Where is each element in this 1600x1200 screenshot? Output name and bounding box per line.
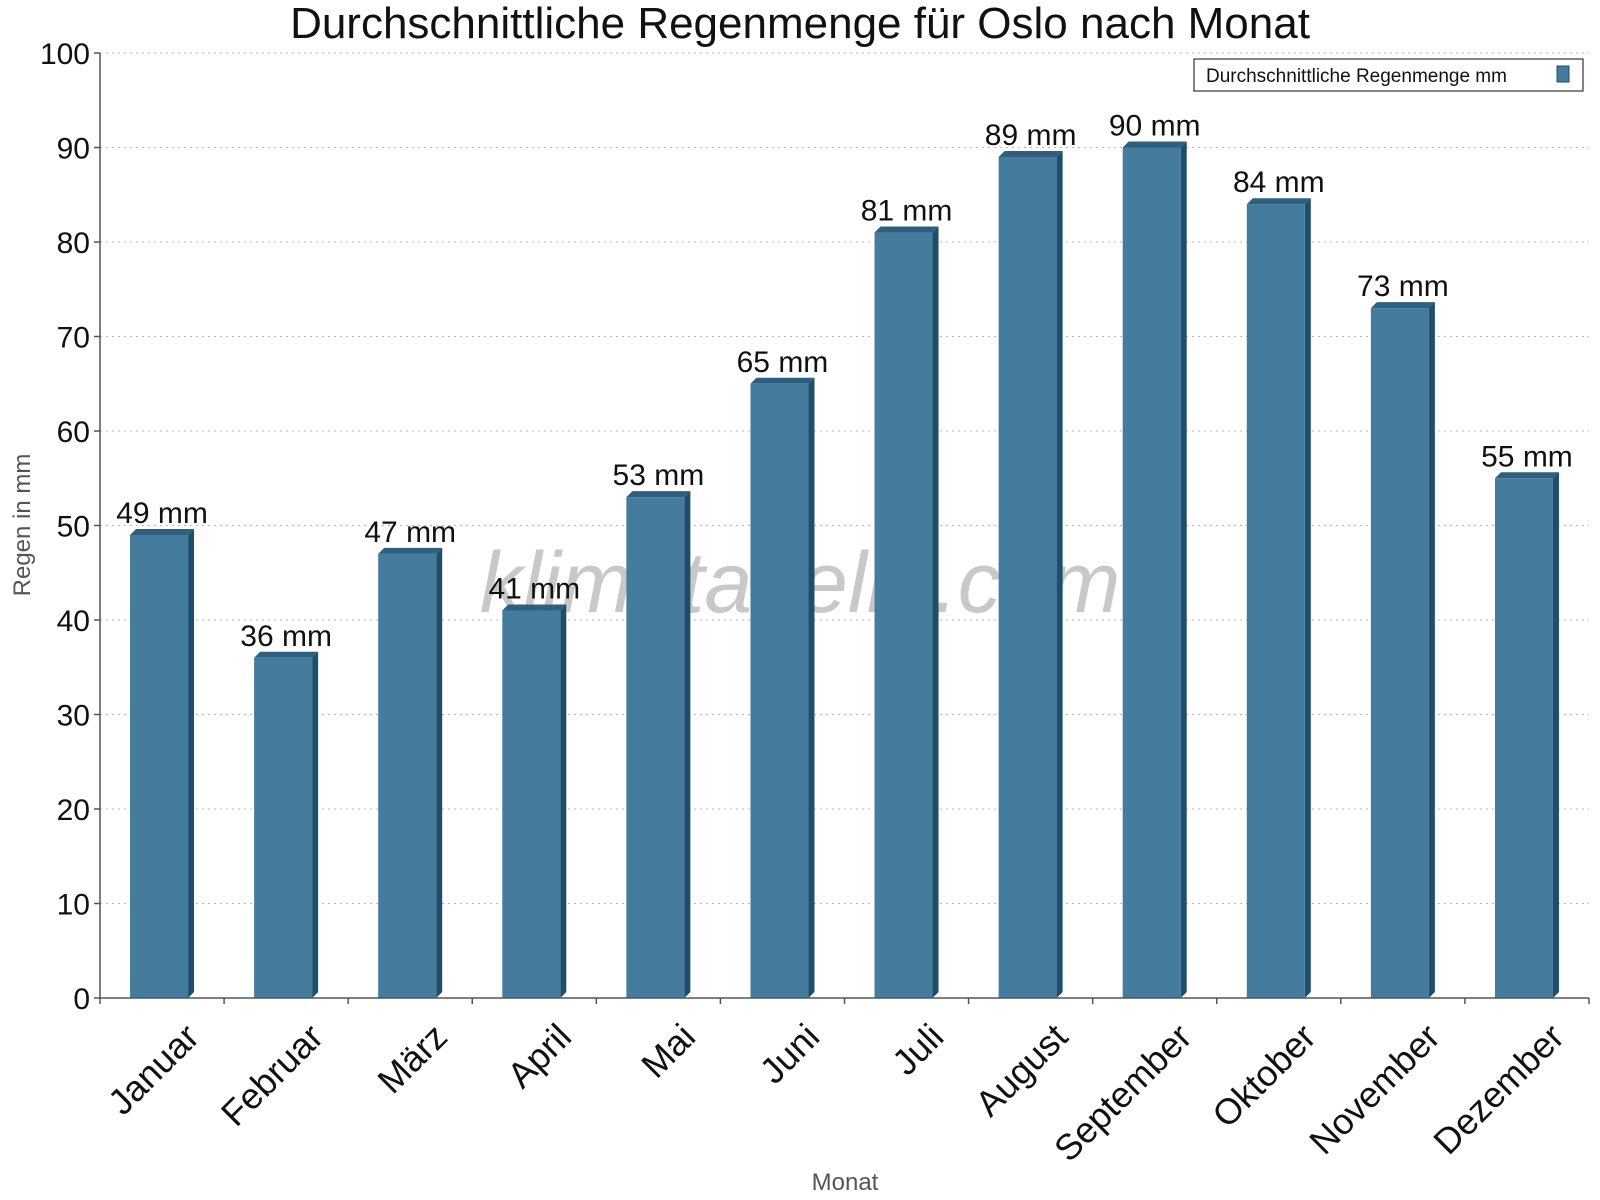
y-tick-label: 70: [57, 322, 90, 355]
data-label: 47 mm: [364, 516, 456, 549]
grid-lines: [100, 52, 1589, 904]
x-tick-label: Januar: [100, 1016, 207, 1123]
bar-Dezember: [1494, 472, 1559, 998]
bar-top: [998, 150, 1063, 157]
data-labels: 49 mm 36 mm 47 mm 41 mm 53 mm 65 mm 81 mm 89 mm…: [116, 110, 1573, 653]
bar-Mai: [626, 491, 691, 998]
bar-face: [378, 553, 437, 998]
chart-title: Durchschnittliche Regenmenge für Oslo na…: [290, 0, 1310, 48]
bar-face: [1246, 204, 1305, 998]
legend: Durchschnittliche Regenmenge mm: [1193, 58, 1584, 92]
bar-face: [254, 657, 313, 998]
bar-side: [560, 604, 567, 998]
y-tick-label: 30: [57, 700, 90, 733]
y-tick-label: 10: [57, 889, 90, 922]
bar-Juli: [874, 226, 939, 999]
bar-top: [378, 547, 443, 554]
bar-face: [1494, 478, 1553, 998]
bar-top: [502, 604, 567, 611]
bar-face: [1122, 147, 1181, 998]
x-tick-label: November: [1301, 1016, 1447, 1162]
bar-face: [1370, 308, 1429, 998]
bar-side: [1428, 302, 1435, 998]
bar-März: [378, 547, 443, 998]
bar-September: [1122, 141, 1187, 998]
bar-side: [808, 377, 815, 998]
bar-side: [1056, 150, 1063, 998]
y-tick-label: 100: [40, 38, 90, 71]
data-label: 55 mm: [1481, 440, 1573, 473]
x-tick-label: Dezember: [1425, 1016, 1571, 1162]
x-tick-label: Februar: [213, 1016, 331, 1134]
data-label: 36 mm: [240, 620, 332, 653]
y-tick-label: 90: [57, 133, 90, 166]
x-axis-title: Monat: [812, 1169, 879, 1196]
y-tick-label: 0: [73, 983, 90, 1016]
legend-box: [1193, 58, 1584, 92]
legend-label: Durchschnittliche Regenmenge mm: [1206, 66, 1507, 87]
y-axis-title: Regen in mm: [9, 454, 36, 597]
bar-Februar: [254, 651, 319, 998]
y-tick-label: 20: [57, 794, 90, 827]
bars: [130, 141, 1559, 999]
y-tick-label: 50: [57, 511, 90, 544]
y-tick-label: 40: [57, 605, 90, 638]
data-label: 90 mm: [1109, 110, 1201, 143]
bar-April: [502, 604, 567, 998]
bar-side: [436, 547, 443, 998]
data-label: 73 mm: [1357, 270, 1449, 303]
bar-side: [188, 528, 195, 998]
bar-top: [750, 377, 815, 384]
bar-side: [684, 491, 691, 998]
bar-side: [312, 651, 319, 998]
bar-Januar: [130, 528, 195, 998]
data-label: 53 mm: [613, 459, 705, 492]
y-tick-label: 80: [57, 227, 90, 260]
legend-swatch: [1556, 65, 1570, 83]
data-label: 81 mm: [861, 195, 953, 228]
bar-top: [254, 651, 319, 658]
bar-November: [1370, 302, 1435, 998]
bar-Juni: [750, 377, 815, 998]
x-tick-label: März: [369, 1016, 455, 1102]
bar-August: [998, 150, 1063, 998]
x-tick-label: April: [499, 1016, 579, 1096]
bar-Oktober: [1246, 198, 1311, 998]
x-tick-label: Mai: [633, 1016, 703, 1086]
bar-face: [626, 497, 685, 998]
x-tick-label: Juni: [752, 1016, 828, 1092]
x-tick-label: Oktober: [1204, 1016, 1324, 1136]
bar-top: [1370, 302, 1435, 309]
bar-face: [130, 534, 189, 998]
bar-face: [502, 610, 561, 998]
bar-side: [1304, 198, 1311, 998]
bar-face: [998, 156, 1057, 998]
data-label: 84 mm: [1233, 166, 1325, 199]
bar-side: [1552, 472, 1559, 998]
data-label: 89 mm: [985, 119, 1077, 152]
bar-top: [626, 491, 691, 498]
bar-top: [1122, 141, 1187, 148]
bar-face: [750, 383, 809, 998]
x-tick-label: August: [967, 1016, 1075, 1124]
bar-side: [1180, 141, 1187, 998]
y-tick-label: 60: [57, 416, 90, 449]
bar-top: [1246, 198, 1311, 205]
bar-face: [874, 232, 933, 999]
data-label: 41 mm: [488, 573, 580, 606]
x-tick-label: Juli: [884, 1016, 951, 1083]
bar-top: [874, 226, 939, 233]
bar-side: [932, 226, 939, 999]
data-label: 65 mm: [737, 346, 829, 379]
bar-top: [1494, 472, 1559, 479]
data-label: 49 mm: [116, 497, 208, 530]
bar-top: [130, 528, 195, 535]
